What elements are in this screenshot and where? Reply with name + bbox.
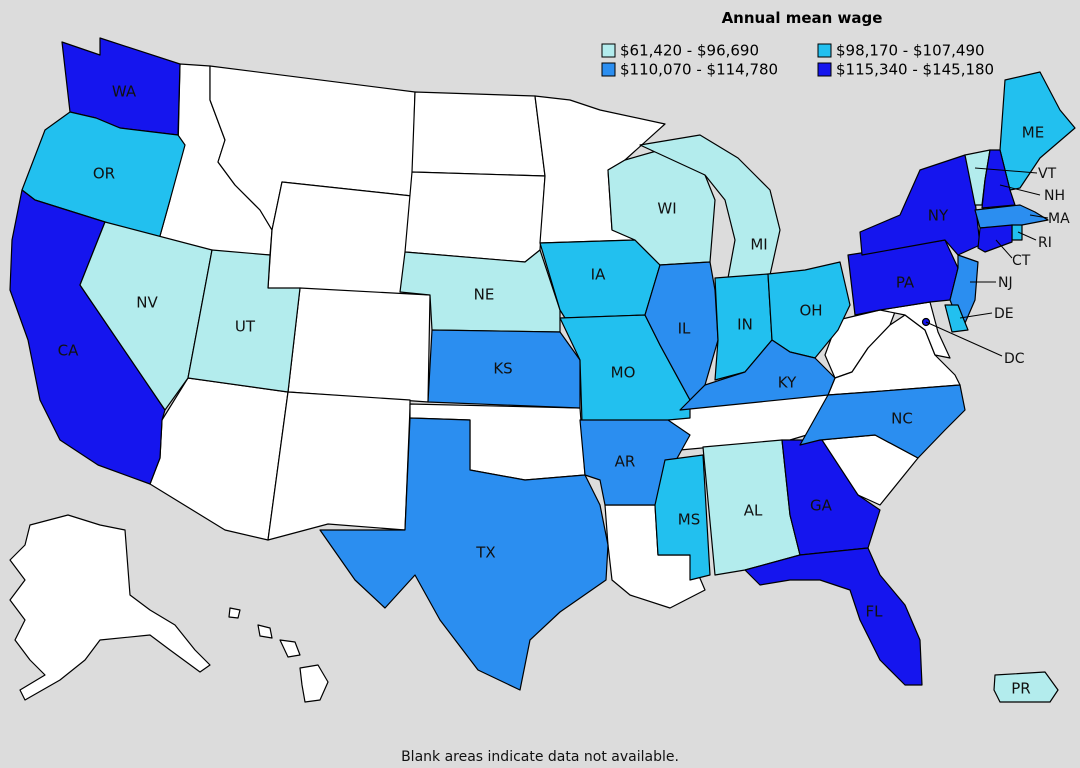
state-hi-2 (279, 639, 301, 658)
state-co (287, 287, 431, 403)
label-ar: AR (615, 453, 636, 471)
state-ks (427, 329, 581, 409)
label-ct: CT (1012, 253, 1031, 269)
label-nj: NJ (998, 275, 1013, 291)
state-pa (847, 239, 959, 316)
label-ia: IA (591, 266, 606, 284)
map-footnote: Blank areas indicate data not available. (401, 749, 679, 765)
state-hi-3 (257, 624, 273, 639)
label-mo: MO (611, 364, 636, 382)
label-fl: FL (866, 603, 884, 621)
state-ga (781, 439, 881, 556)
state-mi (639, 134, 781, 279)
label-ri: RI (1038, 235, 1052, 251)
label-dc: DC (1004, 351, 1025, 367)
state-de (944, 304, 969, 333)
legend: Annual mean wage $61,420 - $96,690 $98,1… (601, 9, 994, 79)
leader-dc (925, 321, 1003, 357)
label-il: IL (678, 320, 691, 338)
legend-label-4: $115,340 - $145,180 (836, 61, 994, 79)
state-ak (9, 514, 211, 701)
label-tx: TX (475, 544, 495, 562)
label-ca: CA (58, 342, 79, 360)
label-ga: GA (810, 497, 833, 515)
leader-lines (925, 167, 1049, 357)
leader-ma (1029, 214, 1049, 219)
state-nv (79, 221, 213, 411)
state-nm (267, 391, 411, 541)
state-tx (319, 417, 609, 691)
state-nc (799, 384, 966, 459)
state-ky (679, 339, 836, 411)
label-ne: NE (474, 286, 495, 304)
state-pr (993, 671, 1059, 703)
label-ky: KY (778, 374, 797, 392)
label-nh: NH (1044, 188, 1065, 204)
state-labels: WA OR CA NV UT NE KS TX IA MO AR WI IL M… (58, 83, 1070, 698)
label-ut: UT (235, 318, 256, 336)
state-hi-1 (299, 664, 329, 703)
label-or: OR (93, 165, 115, 183)
state-sd (404, 171, 546, 263)
label-pr: PR (1011, 680, 1030, 698)
state-md (879, 301, 951, 359)
state-ut (187, 249, 301, 393)
label-ma: MA (1048, 211, 1070, 227)
state-nd (411, 91, 546, 177)
label-oh: OH (799, 302, 822, 320)
legend-label-2: $98,170 - $107,490 (836, 42, 985, 60)
label-nc: NC (891, 410, 913, 428)
leader-vt (974, 167, 1038, 174)
legend-swatch-3 (601, 62, 616, 77)
label-wa: WA (112, 83, 137, 101)
label-me: ME (1022, 124, 1044, 142)
state-or (21, 111, 186, 244)
label-de: DE (994, 306, 1014, 322)
legend-label-1: $61,420 - $96,690 (620, 42, 759, 60)
leader-de (959, 312, 993, 319)
leader-nh (999, 184, 1041, 196)
label-wi: WI (657, 200, 676, 218)
label-ms: MS (678, 511, 700, 529)
label-nv: NV (136, 294, 158, 312)
state-ct (977, 224, 1013, 253)
label-al: AL (744, 502, 763, 520)
label-ny: NY (928, 207, 949, 225)
label-mi: MI (750, 236, 767, 254)
legend-swatch-1 (601, 43, 616, 58)
label-pa: PA (896, 274, 915, 292)
legend-swatch-4 (817, 62, 832, 77)
legend-title: Annual mean wage (722, 9, 883, 27)
state-ms (654, 454, 711, 581)
legend-label-3: $110,070 - $114,780 (620, 61, 778, 79)
label-ks: KS (493, 360, 512, 378)
state-ny (859, 154, 981, 256)
state-ri (1011, 224, 1023, 241)
label-vt: VT (1038, 166, 1057, 182)
legend-swatch-2 (817, 43, 832, 58)
state-wy (267, 181, 413, 299)
leader-ri (1017, 231, 1037, 241)
state-hi-4 (228, 607, 241, 619)
leader-ct (995, 239, 1013, 259)
state-wi (607, 149, 716, 266)
label-in: IN (737, 316, 753, 334)
data-states (9, 37, 1076, 703)
state-fl (744, 547, 923, 686)
